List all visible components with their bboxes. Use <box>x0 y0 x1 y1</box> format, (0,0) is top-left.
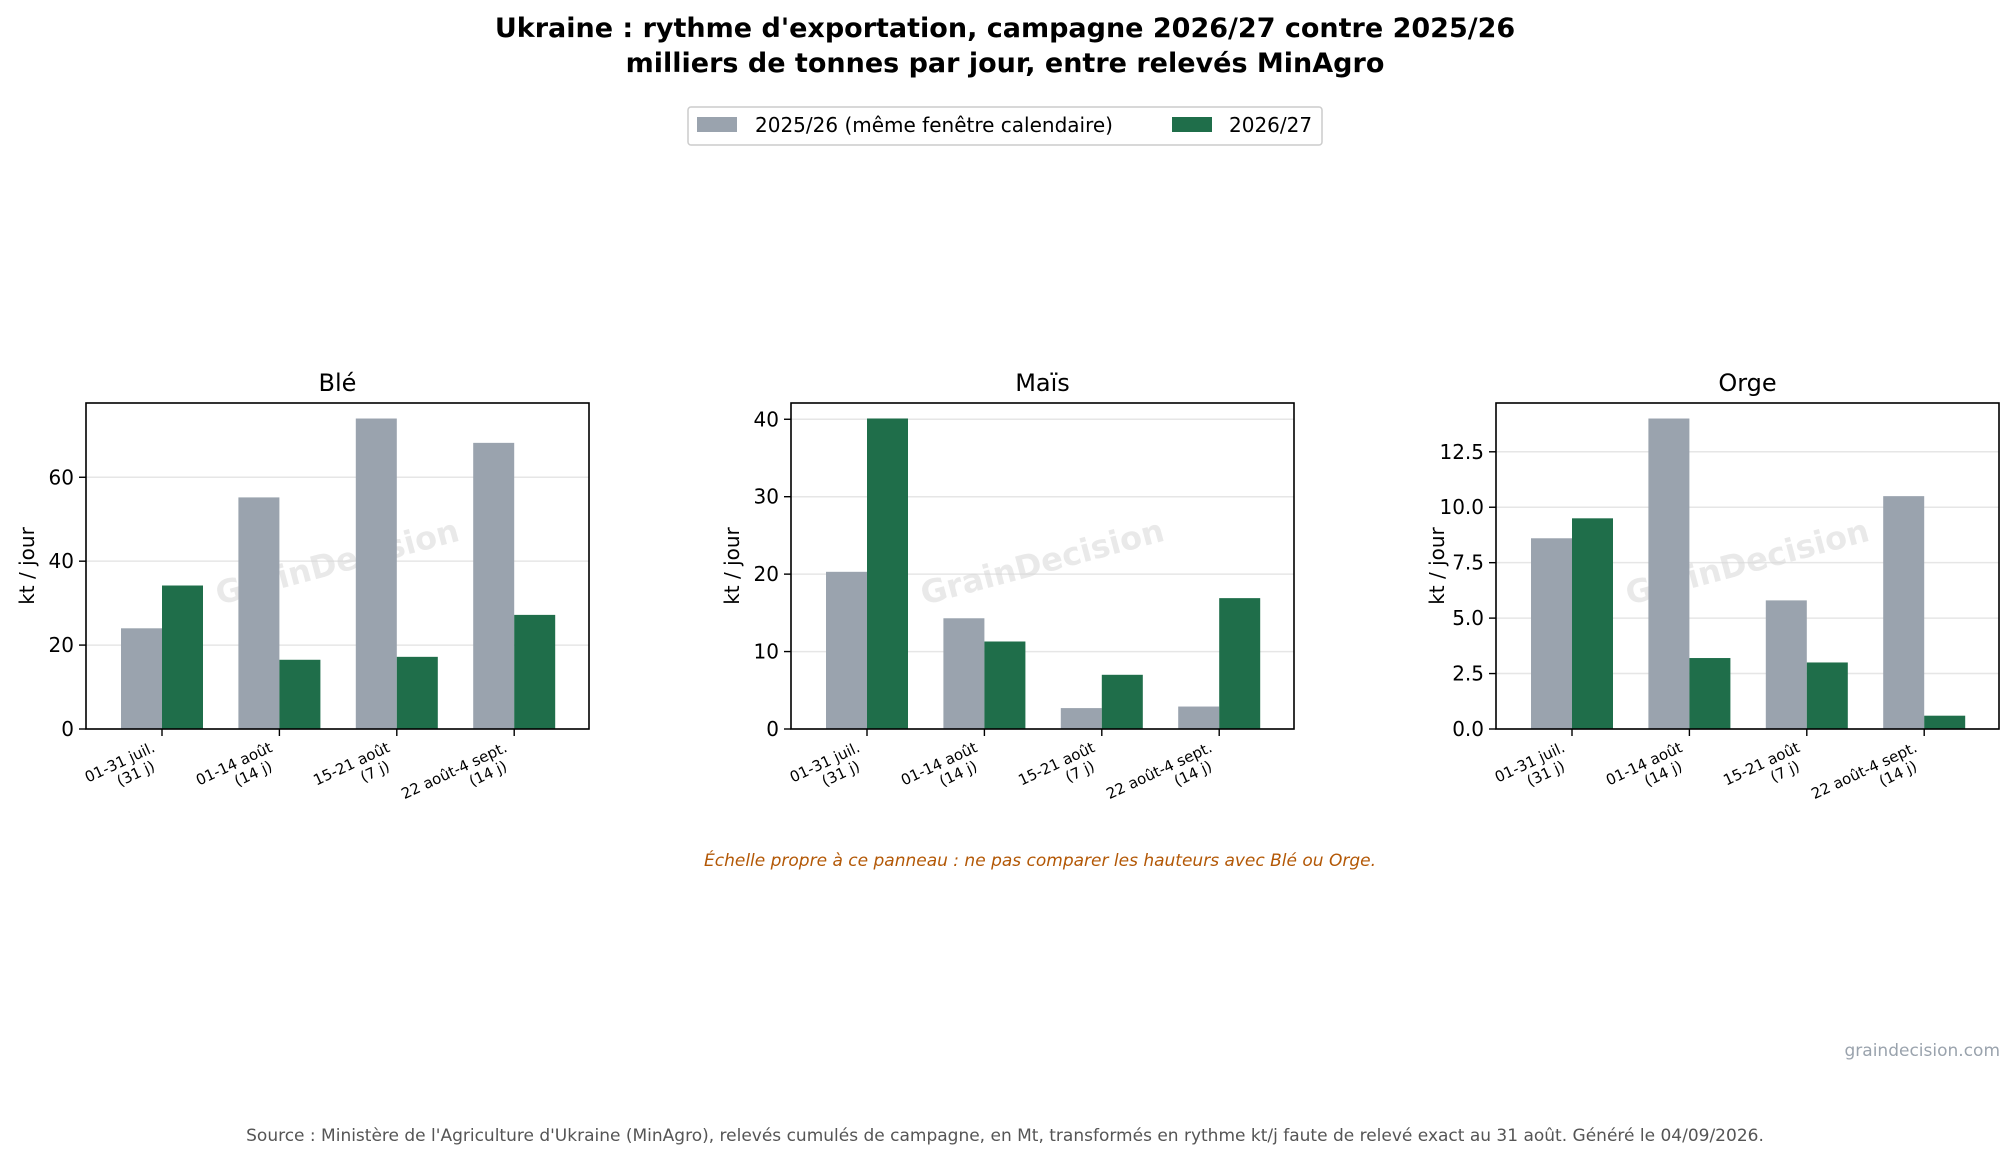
y-tick-label: 20 <box>49 633 74 657</box>
y-tick-label: 12.5 <box>1439 440 1484 464</box>
bar-ble-2025-26-0 <box>121 628 162 729</box>
watermark-text: GrainDecision <box>916 511 1168 613</box>
chart-subtitle: milliers de tonnes par jour, entre relev… <box>626 48 1385 79</box>
legend-label-2025-26: 2025/26 (même fenêtre calendaire) <box>755 113 1113 137</box>
legend-frame <box>687 106 1323 146</box>
y-tick-label: 7.5 <box>1452 551 1484 575</box>
y-tick-label: 0 <box>61 717 74 741</box>
bar-ble-2025-26-2 <box>355 418 397 729</box>
bar-orge-2025-26-0 <box>1531 538 1572 729</box>
source-note: Source : Ministère de l'Agriculture d'Uk… <box>246 1126 1764 1146</box>
bar-orge-2025-26-2 <box>1765 600 1807 729</box>
y-tick-label: 60 <box>49 465 74 489</box>
chart-title: Ukraine : rythme d'exportation, campagne… <box>495 13 1515 44</box>
panel-mais: GrainDecision 0 10 20 30 40 01-31 juil.(31 j) 0… <box>720 369 1295 818</box>
x-tick-label: 01-31 juil.(31 j) <box>82 738 165 801</box>
bar-mais-2026-27-1 <box>984 641 1026 729</box>
bar-ble-2025-26-1 <box>238 497 280 729</box>
y-tick-label: 10.0 <box>1439 495 1484 519</box>
bar-orge-2026-27-2 <box>1806 662 1848 729</box>
bar-mais-2026-27-3 <box>1219 598 1261 729</box>
y-tick-label: 30 <box>754 485 779 509</box>
bar-mais-2025-26-1 <box>943 618 985 729</box>
bar-ble-2026-27-1 <box>279 659 321 729</box>
legend-swatch-2026-27 <box>1172 117 1212 132</box>
y-tick-label: 2.5 <box>1452 662 1484 686</box>
bar-ble-2026-27-0 <box>162 585 203 729</box>
bar-mais-2026-27-2 <box>1101 674 1143 729</box>
bar-mais-2025-26-2 <box>1060 708 1102 729</box>
axes-frame <box>85 402 590 730</box>
bar-mais-2026-27-0 <box>867 418 908 729</box>
y-tick-label: 0 <box>766 717 779 741</box>
site-watermark: graindecision.com <box>1845 1041 2000 1061</box>
y-axis-label: kt / jour <box>1425 526 1449 604</box>
x-tick-label: 01-14 août(14 j) <box>193 738 282 804</box>
bar-orge-2025-26-1 <box>1648 418 1690 729</box>
bar-orge-2026-27-1 <box>1689 658 1731 729</box>
legend-label-2026-27: 2026/27 <box>1229 113 1312 137</box>
x-tick-label: 22 août-4 sept.(14 j) <box>398 738 517 818</box>
y-tick-label: 10 <box>754 640 779 664</box>
bar-orge-2025-26-3 <box>1883 496 1925 729</box>
y-tick-label: 0.0 <box>1452 717 1484 741</box>
axes-frame <box>1495 402 2000 730</box>
bar-orge-2026-27-3 <box>1924 715 1966 729</box>
x-tick-label: 01-31 juil.(31 j) <box>787 738 870 801</box>
axes-frame <box>790 402 1295 730</box>
bar-ble-2026-27-3 <box>514 614 556 729</box>
y-tick-label: 5.0 <box>1452 606 1484 630</box>
legend: 2025/26 (même fenêtre calendaire) 2026/2… <box>687 106 1323 146</box>
panel-title-ble: Blé <box>319 369 357 397</box>
bar-orge-2026-27-0 <box>1572 518 1613 729</box>
bar-mais-2025-26-0 <box>826 571 867 729</box>
y-tick-label: 40 <box>49 549 74 573</box>
bar-ble-2025-26-3 <box>473 442 515 729</box>
y-axis-label: kt / jour <box>720 526 744 604</box>
x-tick-label: 01-31 juil.(31 j) <box>1492 738 1575 801</box>
x-tick-label: 15-21 août(7 j) <box>310 738 399 804</box>
y-axis-label: kt / jour <box>15 526 39 604</box>
x-tick-label: 01-14 août(14 j) <box>898 738 987 804</box>
panel-title-orge: Orge <box>1718 369 1776 397</box>
x-tick-label: 15-21 août(7 j) <box>1720 738 1809 804</box>
x-tick-label: 01-14 août(14 j) <box>1603 738 1692 804</box>
y-tick-label: 40 <box>754 407 779 431</box>
x-tick-label: 15-21 août(7 j) <box>1015 738 1104 804</box>
legend-swatch-2025-26 <box>697 117 737 132</box>
panel-title-mais: Maïs <box>1015 369 1070 397</box>
x-tick-label: 22 août-4 sept.(14 j) <box>1103 738 1222 818</box>
panel-note: Échelle propre à ce panneau : ne pas com… <box>704 849 1376 871</box>
bar-ble-2026-27-2 <box>396 656 438 729</box>
y-tick-label: 20 <box>754 562 779 586</box>
x-tick-label: 22 août-4 sept.(14 j) <box>1808 738 1927 818</box>
bar-mais-2025-26-3 <box>1178 706 1220 729</box>
panels: GrainDecision 0 20 40 60 01-31 juil.(31 j) 01-… <box>15 369 2000 818</box>
